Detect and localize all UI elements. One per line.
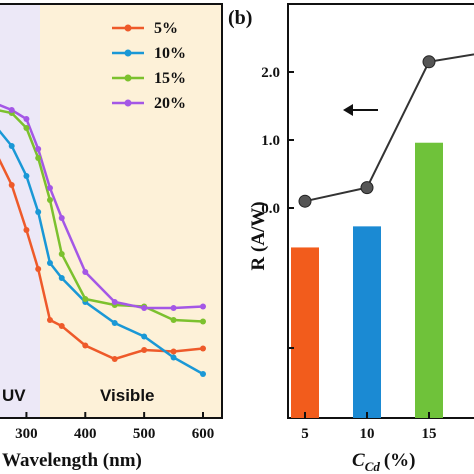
y-tick-label: 1.0 [261,133,280,149]
data-point [35,266,42,272]
data-point [170,354,177,361]
data-point [23,227,30,233]
data-point [58,323,65,329]
data-point [170,348,177,355]
data-point [8,143,15,149]
x-axis-label-main: C [352,450,365,471]
data-point [141,347,148,353]
x-tick-label: 300 [15,426,38,442]
data-point [23,173,30,179]
x-tick-label: 600 [192,426,215,442]
bar-15 [415,142,443,418]
x-tick-labels-b: 5 10 15 [301,426,436,442]
bar-10 [353,226,381,418]
plot-frame-a [0,3,223,419]
data-point [8,182,15,188]
legend-marker [124,49,132,57]
data-point [200,371,206,377]
data-point [82,269,89,275]
data-point [58,251,65,257]
x-tick-labels: 300 400 500 600 [15,426,214,442]
x-axis-label-b: CCd (%) [352,450,416,474]
y-tick-labels: 0.0 1.0 2.0 [261,65,280,217]
x-axis-label: Wavelength (nm) [2,450,142,471]
line-point [360,181,374,195]
visible-region-label: Visible [100,386,155,405]
responsivity-line [298,53,474,208]
data-point [46,260,53,266]
data-point [141,305,148,311]
left-arrow-icon [343,104,378,116]
data-point [46,317,53,323]
x-tick-label: 5 [301,426,309,442]
data-point [58,275,65,281]
data-point [200,318,206,325]
x-tick-label: 10 [360,426,375,442]
legend-marker [124,74,132,82]
legend-label: 5% [154,20,178,37]
data-point [141,333,148,340]
x-tick-marks-b [304,412,430,418]
panel-a: 300 400 500 600 UV Visible Wavelength (nm) … [0,3,223,471]
legend-label: 10% [154,45,186,62]
data-point [82,296,89,302]
data-point [200,303,206,310]
bars [291,142,443,418]
x-axis-label-sub: Cd [365,459,381,474]
data-point [35,146,42,152]
line-point [298,194,312,208]
data-point [82,342,89,349]
uv-region-label: UV [2,386,26,405]
x-tick-label: 500 [133,426,156,442]
line-path [304,53,474,203]
legend-marker [124,24,132,32]
data-point [23,125,30,131]
plot-frame-b [287,3,474,419]
visible-band [40,4,222,418]
data-point [46,197,53,203]
data-point [111,299,118,305]
data-point [200,345,206,352]
data-point [111,320,118,326]
data-point [170,305,177,311]
data-point [111,356,118,362]
y-tick-marks [288,71,294,349]
y-axis-label-b: R (A/W) [248,201,269,270]
y-tick-label: 2.0 [261,65,280,81]
legend-marker [124,99,132,107]
panel-b: (b) 0.0 1.0 2.0 5 10 15 R (A/W) CCd (%) [228,3,474,474]
line-point [422,55,436,69]
data-point [170,317,177,323]
data-point [23,116,30,122]
legend: 5% 10% 15% 20% [112,20,186,112]
data-point [35,155,42,161]
bar-5 [291,247,319,418]
data-point [46,185,53,191]
x-axis-label-unit: (%) [384,450,416,471]
x-tick-marks [25,412,204,418]
data-point [35,209,42,215]
series-points [8,107,206,377]
y-tick-label: 0.0 [261,201,280,217]
legend-label: 20% [154,95,186,112]
panel-label-b: (b) [228,7,252,29]
legend-label: 15% [154,70,186,87]
x-tick-label: 400 [74,426,97,442]
data-point [8,107,15,113]
x-tick-label: 15 [422,426,437,442]
data-point [58,215,65,221]
